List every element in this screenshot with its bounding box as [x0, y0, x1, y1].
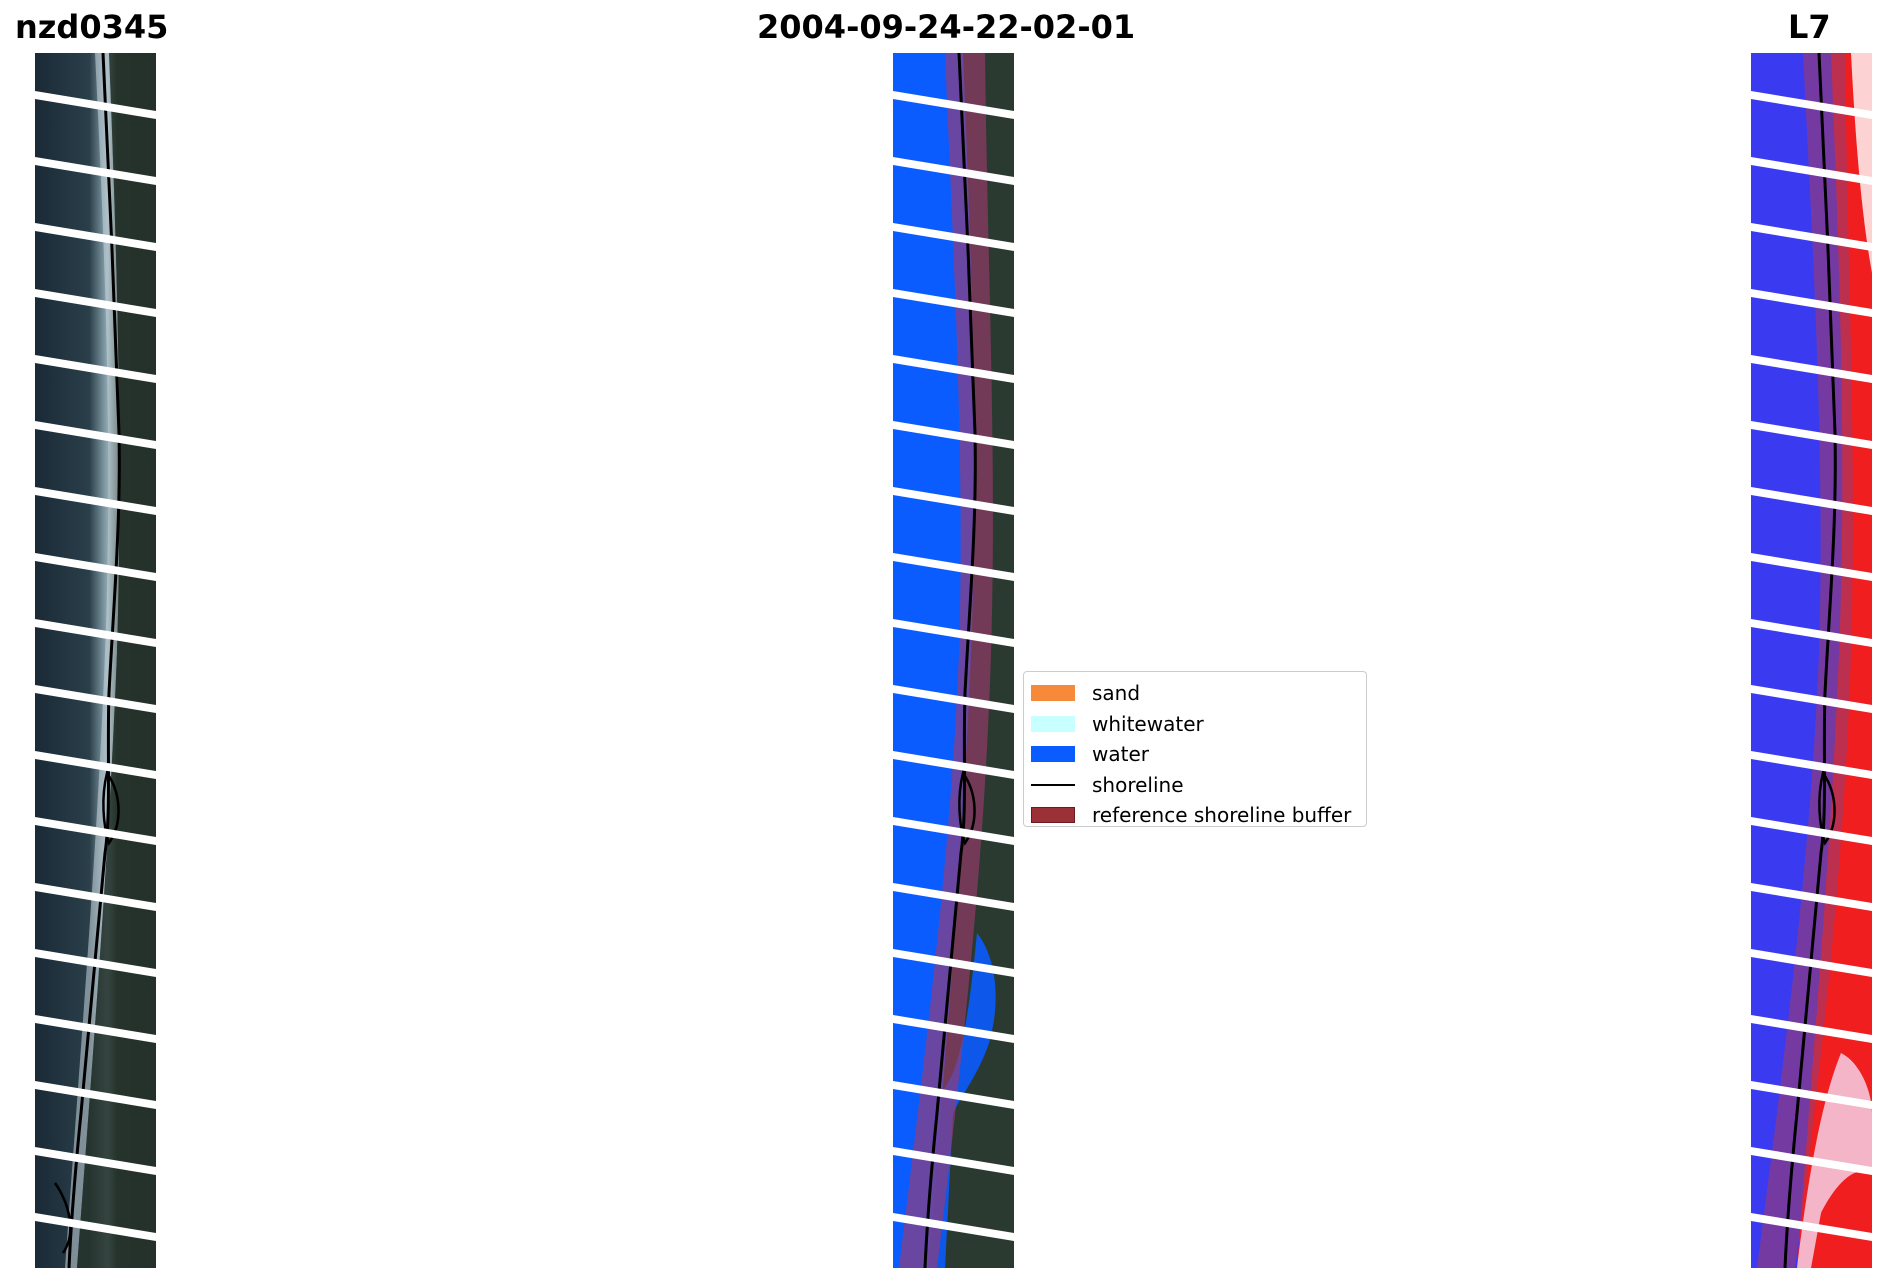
legend-item-shoreline: shoreline [1031, 770, 1359, 801]
legend: sand whitewater water shoreline referenc… [1023, 671, 1367, 827]
legend-label: water [1092, 742, 1149, 767]
rgb-satellite-image [35, 53, 156, 1268]
classified-image [893, 53, 1014, 1268]
legend-label: shoreline [1092, 772, 1184, 797]
mndwi-index-image [1751, 53, 1872, 1268]
classified-image-panel [893, 53, 1014, 1268]
sand-swatch [1031, 685, 1075, 702]
legend-label: sand [1092, 681, 1141, 706]
satellite-title: L7 [1788, 8, 1831, 46]
buffer-swatch [1031, 807, 1075, 824]
legend-label: reference shoreline buffer [1092, 803, 1352, 828]
shoreline-line-swatch [1031, 777, 1075, 793]
index-image-panel [1751, 53, 1872, 1268]
site-title: nzd0345 [15, 8, 169, 46]
date-title: 2004-09-24-22-02-01 [757, 8, 1136, 46]
whitewater-swatch [1031, 715, 1075, 732]
legend-item-sand: sand [1031, 678, 1359, 709]
legend-label: whitewater [1092, 711, 1204, 736]
legend-item-water: water [1031, 739, 1359, 770]
legend-item-whitewater: whitewater [1031, 709, 1359, 740]
rgb-image-panel [35, 53, 156, 1268]
legend-item-buffer: reference shoreline buffer [1031, 800, 1359, 831]
water-swatch [1031, 746, 1075, 763]
